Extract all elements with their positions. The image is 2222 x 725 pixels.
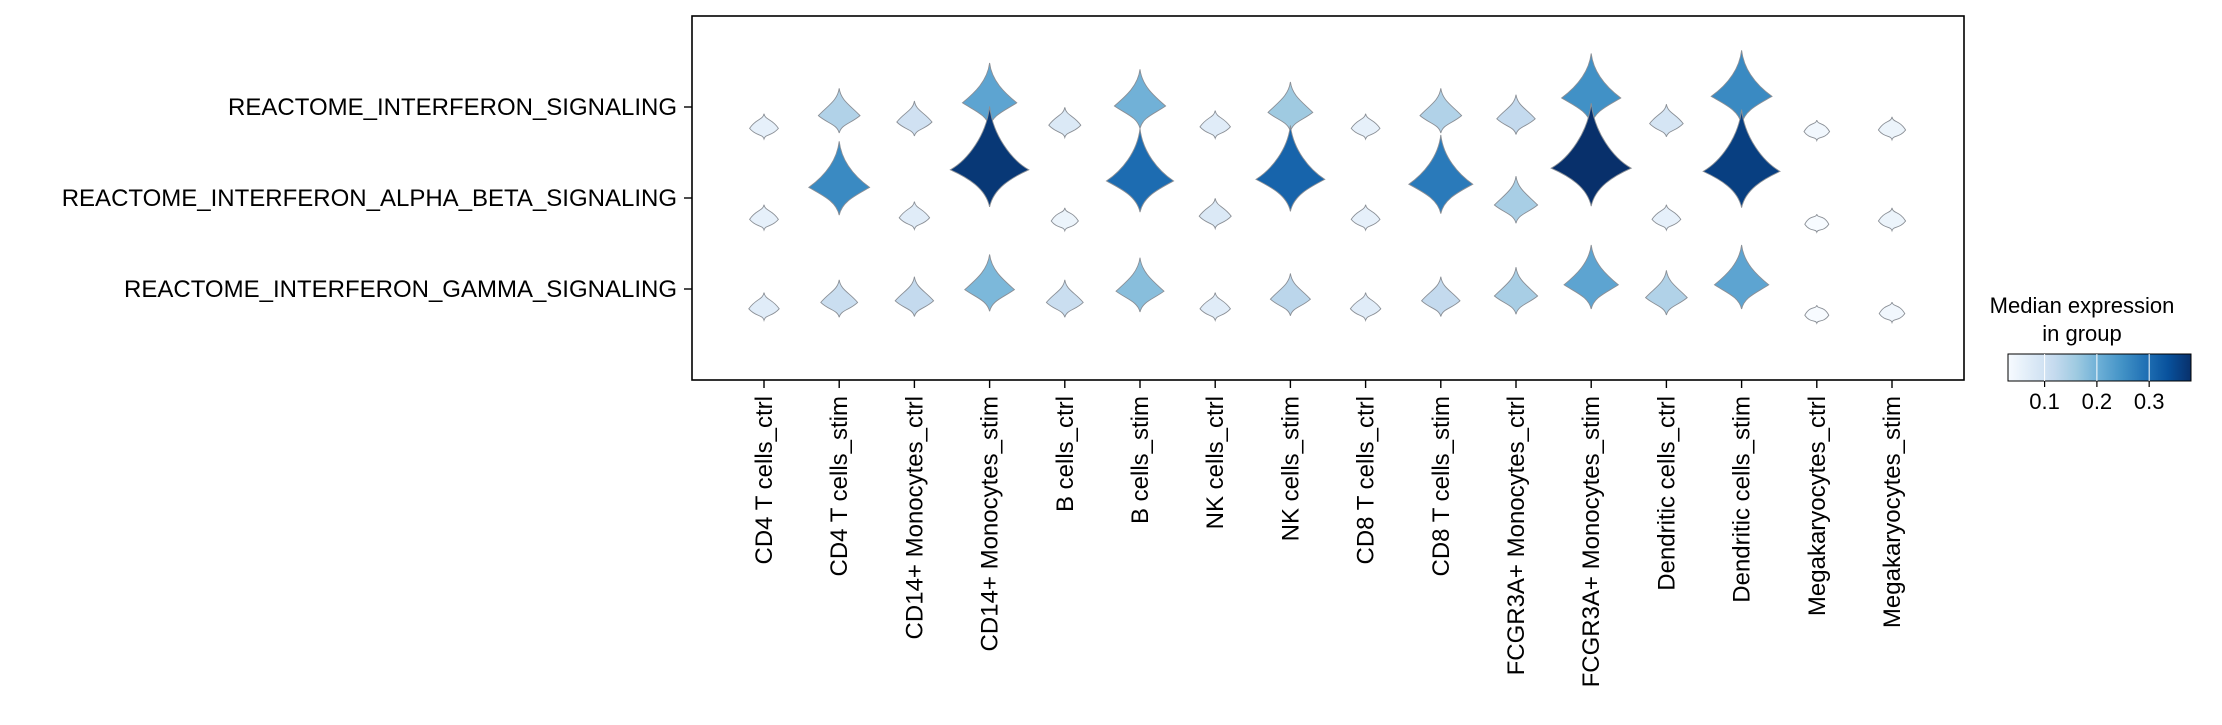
violin-reactome-interferon-signaling-cd8-t-cells-ctrl [1350,113,1381,141]
violin-reactome-interferon-alpha-beta-signaling-dendritic-cells-ctrl [1651,204,1682,232]
violin-reactome-interferon-signaling-megakaryocytes-stim [1877,116,1907,142]
plot-frame [691,15,1965,381]
column-label-b-cells-ctrl: B cells_ctrl [1052,396,1079,512]
violin-reactome-interferon-alpha-beta-signaling-b-cells-ctrl [1050,207,1079,233]
violin-reactome-interferon-signaling-nk-cells-ctrl [1199,110,1231,140]
colorbar: Median expression in group 0.1 0.2 0.3 [1990,293,2192,414]
colorbar-title-line-2: in group [2042,321,2122,346]
violin-reactome-interferon-gamma-signaling-nk-cells-stim [1269,273,1312,316]
column-label-fcgr3a-monocytes-stim: FCGR3A+ Monocytes_stim [1578,396,1605,687]
violin-reactome-interferon-alpha-beta-signaling-dendritic-cells-stim [1702,109,1781,208]
violin-reactome-interferon-gamma-signaling-fcgr3a-monocytes-stim [1563,244,1620,310]
violin-reactome-interferon-alpha-beta-signaling-cd4-t-cells-ctrl [749,204,779,232]
violin-reactome-interferon-gamma-signaling-cd8-t-cells-stim [1420,276,1461,317]
violin-reactome-interferon-gamma-signaling-dendritic-cells-ctrl [1644,270,1688,316]
violin-reactome-interferon-signaling-cd4-t-cells-ctrl [749,113,779,141]
violin-reactome-interferon-signaling-b-cells-stim [1113,69,1167,129]
violin-reactome-interferon-gamma-signaling-b-cells-stim [1115,257,1165,313]
violin-reactome-interferon-signaling-cd8-t-cells-stim [1419,88,1463,134]
column-label-cd14-monocytes-stim: CD14+ Monocytes_stim [977,396,1004,651]
column-label-megakaryocytes-stim: Megakaryocytes_stim [1879,396,1906,628]
column-label-fcgr3a-monocytes-ctrl: FCGR3A+ Monocytes_ctrl [1503,396,1530,675]
violin-reactome-interferon-signaling-b-cells-ctrl [1048,107,1082,140]
violin-reactome-interferon-gamma-signaling-fcgr3a-monocytes-ctrl [1493,267,1539,315]
violin-reactome-interferon-alpha-beta-signaling-megakaryocytes-ctrl [1804,214,1830,234]
violin-reactome-interferon-gamma-signaling-megakaryocytes-ctrl [1804,305,1830,325]
row-label-reactome-interferon-gamma-signaling: REACTOME_INTERFERON_GAMMA_SIGNALING [124,276,677,303]
violin-reactome-interferon-gamma-signaling-cd4-t-cells-stim [820,279,859,318]
violin-reactome-interferon-signaling-dendritic-cells-ctrl [1649,104,1684,137]
violin-reactome-interferon-alpha-beta-signaling-cd14-monocytes-ctrl [898,201,931,231]
violin-reactome-interferon-gamma-signaling-cd4-t-cells-ctrl [748,292,780,322]
column-label-cd8-t-cells-ctrl: CD8 T cells_ctrl [1353,396,1380,565]
colorbar-title-line-1: Median expression [1990,293,2175,318]
column-label-layer: CD4 T cells_ctrl CD4 T cells_stim CD14+ Mo… [751,380,1906,687]
column-label-cd14-monocytes-ctrl: CD14+ Monocytes_ctrl [901,396,928,639]
row-label-reactome-interferon-signaling: REACTOME_INTERFERON_SIGNALING [228,94,677,121]
violin-reactome-interferon-signaling-cd4-t-cells-stim [817,88,861,134]
violin-reactome-interferon-alpha-beta-signaling-cd8-t-cells-stim [1407,134,1474,214]
violin-reactome-interferon-alpha-beta-signaling-cd14-monocytes-stim [949,106,1030,208]
colorbar-gradient [2007,353,2192,382]
column-label-cd8-t-cells-stim: CD8 T cells_stim [1428,396,1455,577]
column-label-b-cells-stim: B cells_stim [1127,396,1154,524]
violin-reactome-interferon-alpha-beta-signaling-nk-cells-ctrl [1198,198,1232,231]
violin-reactome-interferon-alpha-beta-signaling-megakaryocytes-stim [1877,207,1907,233]
column-label-megakaryocytes-ctrl: Megakaryocytes_ctrl [1804,396,1831,616]
violin-reactome-interferon-gamma-signaling-dendritic-cells-stim [1713,244,1770,310]
column-label-cd4-t-cells-stim: CD4 T cells_stim [826,396,853,577]
column-label-dendritic-cells-stim: Dendritic cells_stim [1729,396,1756,603]
violin-reactome-interferon-gamma-signaling-cd14-monocytes-stim [964,254,1016,312]
violin-reactome-interferon-gamma-signaling-cd8-t-cells-ctrl [1349,292,1382,322]
column-label-cd4-t-cells-ctrl: CD4 T cells_ctrl [751,396,778,565]
colorbar-tick-layer: 0.1 0.2 0.3 [2029,354,2164,414]
row-label-layer: REACTOME_INTERFERON_SIGNALING REACTOME_IN… [62,94,692,303]
violin-reactome-interferon-gamma-signaling-nk-cells-ctrl [1199,292,1231,322]
violin-reactome-interferon-signaling-cd14-monocytes-ctrl [896,100,933,137]
violin-reactome-interferon-gamma-signaling-cd14-monocytes-ctrl [894,276,935,317]
violin-reactome-interferon-alpha-beta-signaling-nk-cells-stim [1255,125,1326,212]
column-label-nk-cells-ctrl: NK cells_ctrl [1202,396,1229,529]
violin-reactome-interferon-alpha-beta-signaling-fcgr3a-monocytes-ctrl [1493,176,1539,224]
colorbar-tick-label: 0.3 [2134,389,2165,414]
colorbar-tick-label: 0.1 [2029,389,2060,414]
violin-reactome-interferon-alpha-beta-signaling-fcgr3a-monocytes-stim [1550,103,1633,207]
column-label-dendritic-cells-ctrl: Dendritic cells_ctrl [1653,396,1680,591]
violin-reactome-interferon-alpha-beta-signaling-cd4-t-cells-stim [807,141,871,216]
violin-reactome-interferon-alpha-beta-signaling-b-cells-stim [1105,128,1175,213]
violin-reactome-interferon-gamma-signaling-megakaryocytes-stim [1878,301,1906,325]
violin-reactome-interferon-signaling-fcgr3a-monocytes-ctrl [1496,94,1536,135]
violin-reactome-interferon-signaling-megakaryocytes-ctrl [1803,119,1831,143]
row-label-reactome-interferon-alpha-beta-signaling: REACTOME_INTERFERON_ALPHA_BETA_SIGNALING [62,185,677,212]
colorbar-tick-label: 0.2 [2082,389,2113,414]
violin-layer [748,50,1907,325]
violin-reactome-interferon-signaling-nk-cells-stim [1267,81,1314,132]
violin-reactome-interferon-gamma-signaling-b-cells-ctrl [1045,279,1084,318]
column-label-nk-cells-stim: NK cells_stim [1277,396,1304,541]
violin-reactome-interferon-alpha-beta-signaling-cd8-t-cells-ctrl [1350,204,1381,232]
